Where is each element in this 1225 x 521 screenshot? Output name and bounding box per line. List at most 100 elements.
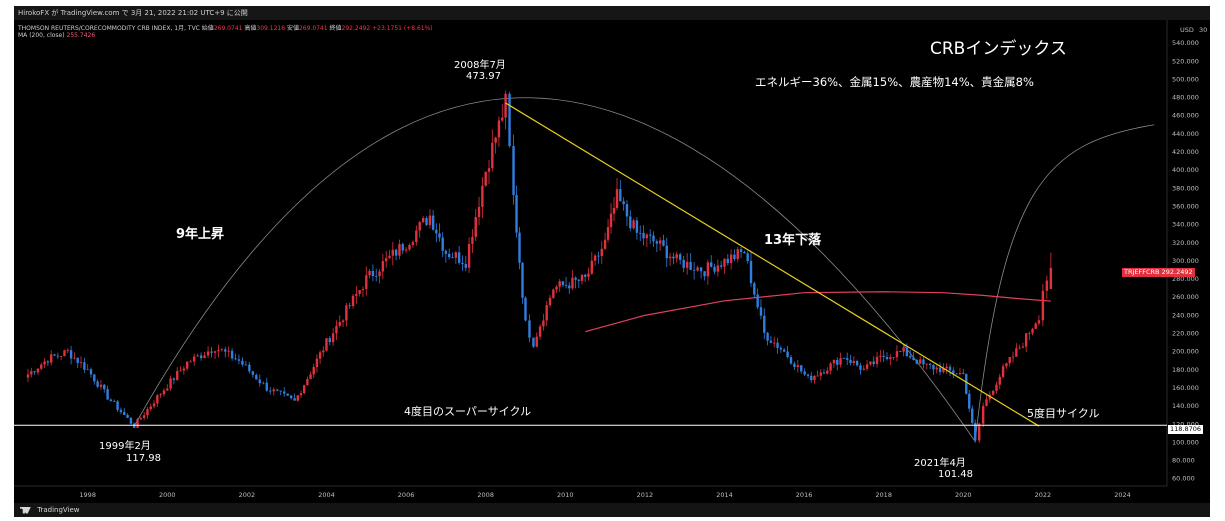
candle-body: [542, 320, 545, 327]
candle-body: [454, 252, 458, 258]
x-tick-label: 2000: [159, 491, 176, 499]
x-tick-label: 2006: [398, 491, 415, 499]
candle-body: [244, 364, 248, 366]
candle-body: [865, 364, 869, 369]
candle-body: [645, 234, 649, 239]
candle-body: [532, 337, 535, 347]
ticker-symbol: TRJEFFCRB: [1124, 268, 1160, 276]
candle-body: [491, 142, 494, 169]
candle-body: [629, 216, 632, 229]
candle-body: [800, 365, 803, 372]
candle-body: [179, 370, 182, 372]
peak-date-label: 2008年7月: [454, 58, 506, 71]
candle-body: [682, 259, 685, 268]
candle-body: [875, 356, 879, 364]
candle-body: [813, 375, 816, 381]
candle-body: [441, 237, 444, 251]
candle-body: [632, 220, 635, 229]
candle-body: [109, 399, 113, 402]
y-tick-label: 220.000: [1172, 330, 1199, 338]
candle-body: [658, 240, 662, 244]
candle-body: [504, 93, 507, 118]
candle-body: [826, 370, 829, 374]
candle-body: [689, 261, 692, 270]
candle-body: [571, 277, 574, 289]
y-tick-label: 340.000: [1172, 221, 1199, 229]
candle-body: [739, 249, 743, 252]
candle-body: [368, 270, 371, 276]
candle-body: [203, 355, 206, 359]
candle-body: [159, 394, 162, 396]
x-tick-label: 2008: [477, 491, 494, 499]
candle-body: [852, 361, 856, 364]
candle-body: [822, 372, 826, 374]
candle-body: [899, 351, 902, 352]
candle-body: [1031, 328, 1034, 334]
candle-body: [849, 359, 852, 364]
fall-annotation: 13年下落: [764, 232, 822, 248]
candle-body: [769, 340, 773, 343]
candle-body: [1034, 323, 1037, 329]
candle-body: [227, 350, 230, 352]
y-tick-label: 80.000: [1172, 457, 1195, 465]
candle-body: [86, 369, 89, 371]
candle-body: [149, 406, 152, 410]
candle-body: [152, 403, 156, 407]
ma-legend: MA (200, close) 255.7426: [18, 32, 95, 39]
open-value: 269.0741: [213, 25, 243, 32]
candle-body: [365, 275, 368, 290]
candle-body: [942, 368, 945, 373]
candle-body: [156, 395, 159, 404]
x-tick-label: 2012: [637, 491, 654, 499]
candle-body: [639, 232, 642, 234]
candle-body: [723, 258, 726, 267]
candle-body: [471, 236, 474, 244]
cycle-arc-5: [974, 124, 1155, 442]
candle-body: [33, 371, 36, 373]
candle-body: [30, 371, 33, 375]
y-tick-label: 60.000: [1172, 475, 1195, 483]
candle-body: [619, 189, 622, 202]
candle-body: [535, 336, 538, 347]
y-tick-label: 360.000: [1172, 202, 1199, 210]
candle-body: [262, 382, 265, 384]
candle-body: [79, 362, 83, 364]
candle-body: [265, 382, 268, 391]
candle-body: [763, 315, 766, 333]
candle-body: [905, 347, 909, 356]
low1-date-label: 1999年2月: [99, 439, 151, 452]
candle-body: [411, 242, 415, 246]
candle-body: [1024, 333, 1028, 347]
candle-body: [806, 374, 810, 376]
candle-body: [642, 232, 645, 239]
chart-svg[interactable]: 60.000 80.000 100.000 120.000 140.000 160.000…: [14, 6, 1210, 503]
candle-body: [136, 419, 139, 428]
candle-body: [839, 358, 842, 365]
candle-body: [447, 253, 451, 258]
candle-body: [444, 250, 448, 254]
downtrend-line: [505, 102, 1040, 427]
candle-body: [418, 222, 421, 231]
candle-body: [948, 366, 952, 371]
candle-body: [1001, 366, 1005, 377]
candle-body: [322, 350, 325, 353]
candle-body: [404, 249, 408, 251]
candle-body: [716, 265, 720, 272]
candle-body: [925, 363, 928, 365]
candle-body: [282, 391, 286, 394]
candle-body: [935, 367, 938, 370]
candle-body: [945, 366, 948, 369]
candle-body: [162, 390, 166, 395]
candle-body: [176, 370, 179, 380]
candle-body: [76, 357, 79, 364]
candle-body: [648, 234, 652, 236]
candle-body: [40, 364, 43, 369]
candle-body: [625, 204, 629, 217]
candle-body: [299, 393, 303, 396]
candle-body: [331, 333, 335, 343]
candle-body: [289, 395, 293, 399]
candle-body: [746, 253, 749, 262]
candle-body: [481, 185, 484, 207]
candle-body: [73, 357, 76, 359]
candle-body: [49, 354, 53, 363]
